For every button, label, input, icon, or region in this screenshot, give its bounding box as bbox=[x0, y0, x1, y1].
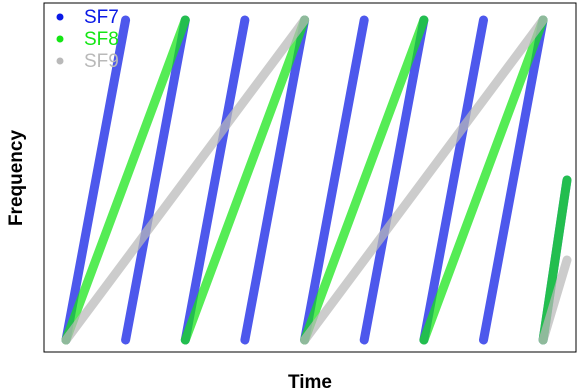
series-sf8-segment-1 bbox=[61, 15, 190, 345]
series-sf7-segment-8 bbox=[479, 15, 548, 345]
series-sf9-segment-1 bbox=[61, 15, 310, 345]
y-axis-label: Frequency bbox=[6, 130, 27, 227]
series-sf8-segment-3 bbox=[300, 15, 429, 345]
series-sf8-segment-2 bbox=[180, 15, 310, 345]
legend-marker-sf7 bbox=[56, 13, 64, 21]
series-sf9-segment-2 bbox=[300, 15, 548, 345]
series-sf7-segment-1 bbox=[61, 15, 131, 345]
series-sf7-segment-6 bbox=[359, 15, 429, 345]
legend-label-sf8: SF8 bbox=[84, 29, 119, 50]
x-axis-label: Time bbox=[288, 372, 332, 392]
series-sf9 bbox=[61, 15, 572, 345]
series-sf7-segment-5 bbox=[300, 15, 369, 345]
legend-marker-sf8 bbox=[56, 35, 64, 43]
series-sf7-segment-2 bbox=[121, 15, 190, 345]
legend-label-sf9: SF9 bbox=[84, 51, 119, 72]
legend-label-sf7: SF7 bbox=[84, 7, 119, 28]
legend-marker-sf9 bbox=[56, 57, 64, 65]
plot-marks bbox=[61, 15, 572, 345]
series-sf7-segment-7 bbox=[419, 15, 488, 345]
series-sf7-segment-3 bbox=[180, 15, 250, 345]
series-sf9-segment-3 bbox=[538, 255, 572, 345]
series-sf8-segment-4 bbox=[419, 15, 548, 345]
series-sf7-segment-4 bbox=[240, 15, 310, 345]
